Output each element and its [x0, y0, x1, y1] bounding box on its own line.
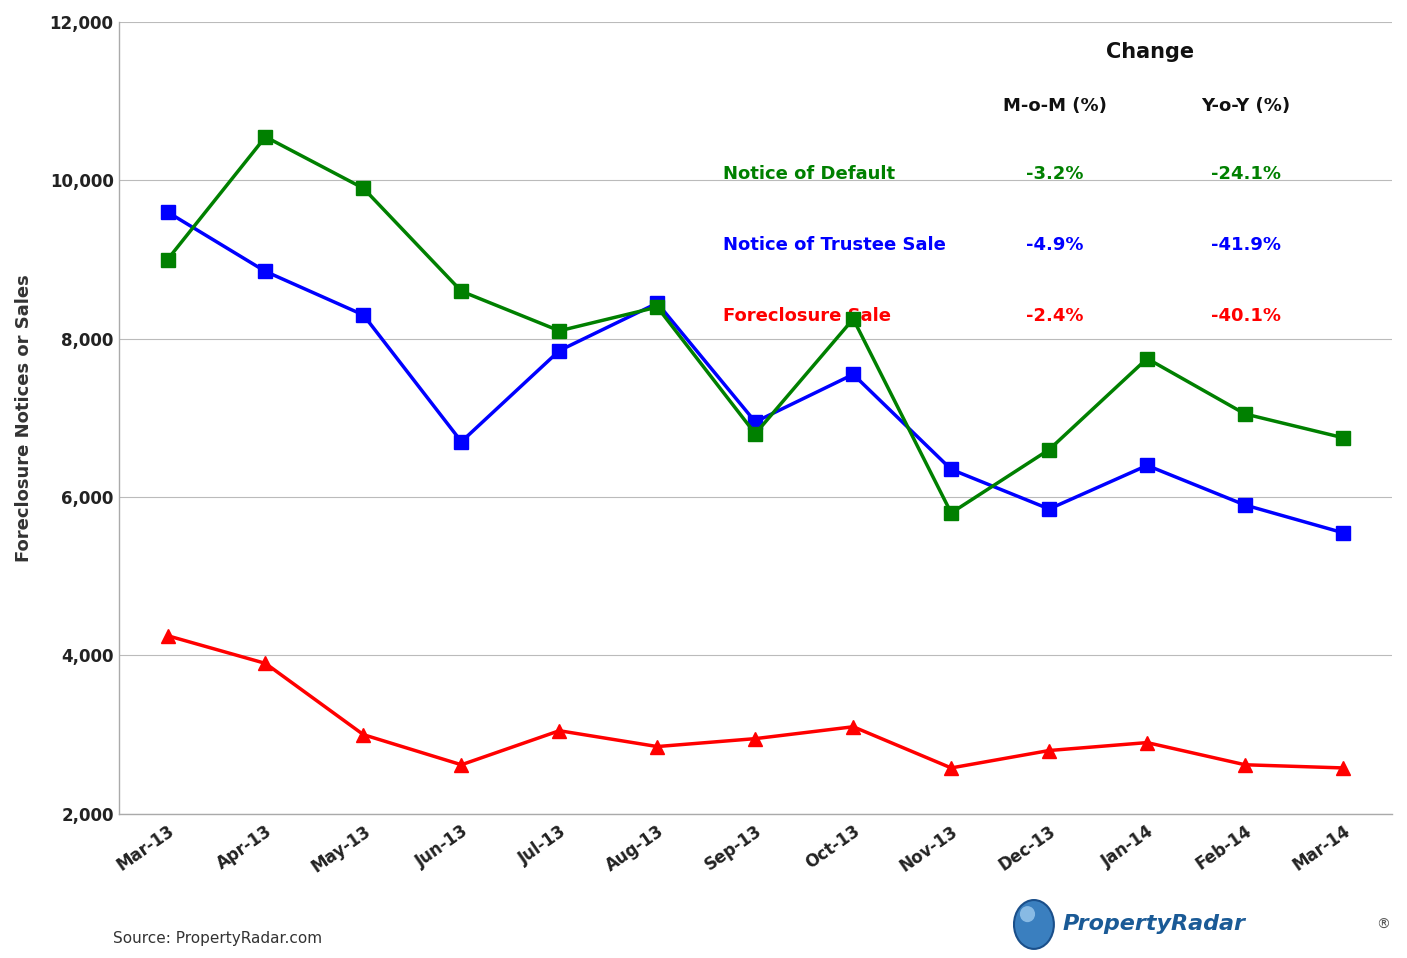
Text: M-o-M (%): M-o-M (%) [1003, 97, 1106, 115]
Ellipse shape [1020, 906, 1036, 923]
Text: -4.9%: -4.9% [1026, 236, 1083, 254]
Text: Y-o-Y (%): Y-o-Y (%) [1202, 97, 1290, 115]
Text: -24.1%: -24.1% [1210, 165, 1280, 183]
Text: ®: ® [1376, 918, 1390, 931]
Text: -3.2%: -3.2% [1026, 165, 1083, 183]
Ellipse shape [1014, 901, 1054, 948]
Text: Notice of Default: Notice of Default [723, 165, 895, 183]
Text: Source: PropertyRadar.com: Source: PropertyRadar.com [113, 930, 322, 946]
Text: Notice of Trustee Sale: Notice of Trustee Sale [723, 236, 947, 254]
Text: -41.9%: -41.9% [1210, 236, 1280, 254]
Text: Change: Change [1106, 42, 1195, 62]
Text: -40.1%: -40.1% [1210, 308, 1280, 325]
Text: PropertyRadar: PropertyRadar [1062, 915, 1245, 934]
Text: Foreclosure Sale: Foreclosure Sale [723, 308, 892, 325]
Text: -2.4%: -2.4% [1026, 308, 1083, 325]
Y-axis label: Foreclosure Notices or Sales: Foreclosure Notices or Sales [15, 274, 32, 561]
